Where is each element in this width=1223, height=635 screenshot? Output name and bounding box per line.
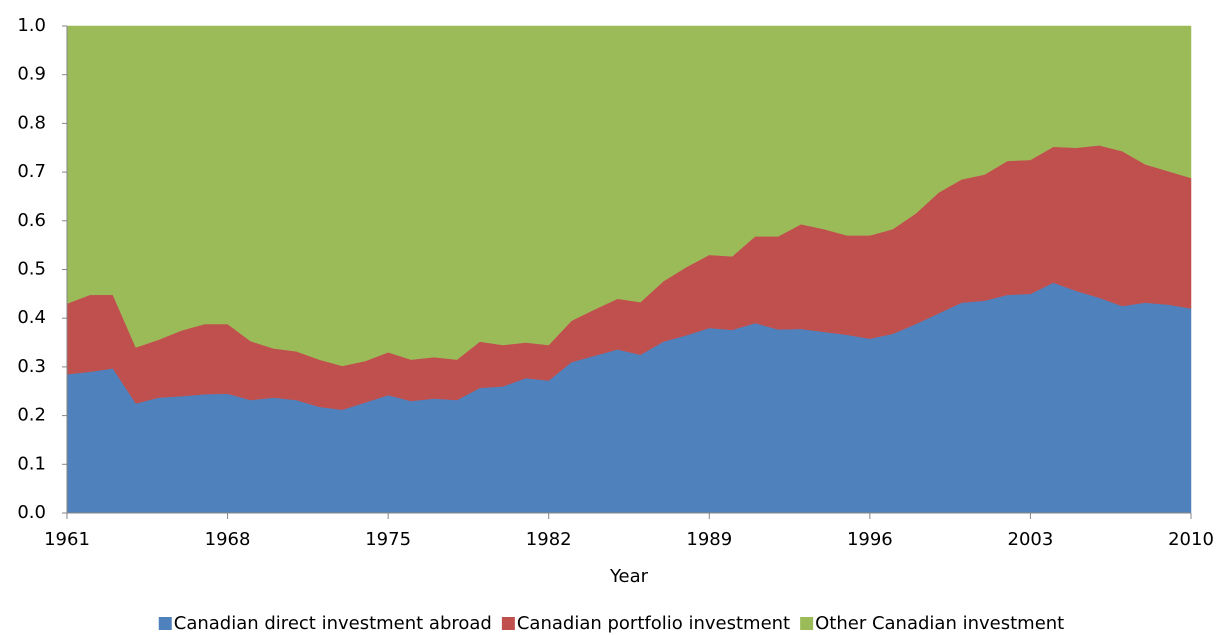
legend-swatch bbox=[501, 617, 515, 630]
y-tick-label: 0.5 bbox=[17, 259, 46, 280]
x-tick-label: 1989 bbox=[686, 529, 732, 550]
y-tick-label: 0.3 bbox=[17, 356, 46, 377]
legend-swatch bbox=[158, 617, 172, 630]
y-tick-label: 0.9 bbox=[17, 64, 46, 85]
y-tick-label: 0.2 bbox=[17, 405, 46, 426]
legend-label: Canadian direct investment abroad bbox=[174, 613, 492, 634]
y-tick-label: 0.7 bbox=[17, 161, 46, 182]
legend-label: Canadian portfolio investment bbox=[517, 613, 790, 634]
x-tick-label: 1982 bbox=[526, 529, 572, 550]
x-axis-label: Year bbox=[609, 566, 649, 587]
y-tick-label: 0.0 bbox=[17, 502, 46, 523]
legend-swatch bbox=[800, 617, 814, 630]
y-tick-label: 0.6 bbox=[17, 210, 46, 231]
area bbox=[66, 25, 1192, 367]
y-tick-label: 1.0 bbox=[17, 15, 46, 36]
x-tick-label: 1996 bbox=[847, 529, 893, 550]
y-tick-label: 0.8 bbox=[17, 112, 46, 133]
x-tick-label: 1968 bbox=[205, 529, 251, 550]
y-tick-label: 0.1 bbox=[17, 453, 46, 474]
legend-label: Other Canadian investment bbox=[815, 613, 1064, 634]
x-tick-label: 1961 bbox=[44, 529, 90, 550]
x-tick-label: 2010 bbox=[1168, 529, 1214, 550]
y-tick-label: 0.4 bbox=[17, 307, 46, 328]
legend: Canadian direct investment abroad Canadia… bbox=[158, 613, 1064, 634]
x-tick-label: 1975 bbox=[365, 529, 411, 550]
x-tick-label: 2003 bbox=[1008, 529, 1054, 550]
